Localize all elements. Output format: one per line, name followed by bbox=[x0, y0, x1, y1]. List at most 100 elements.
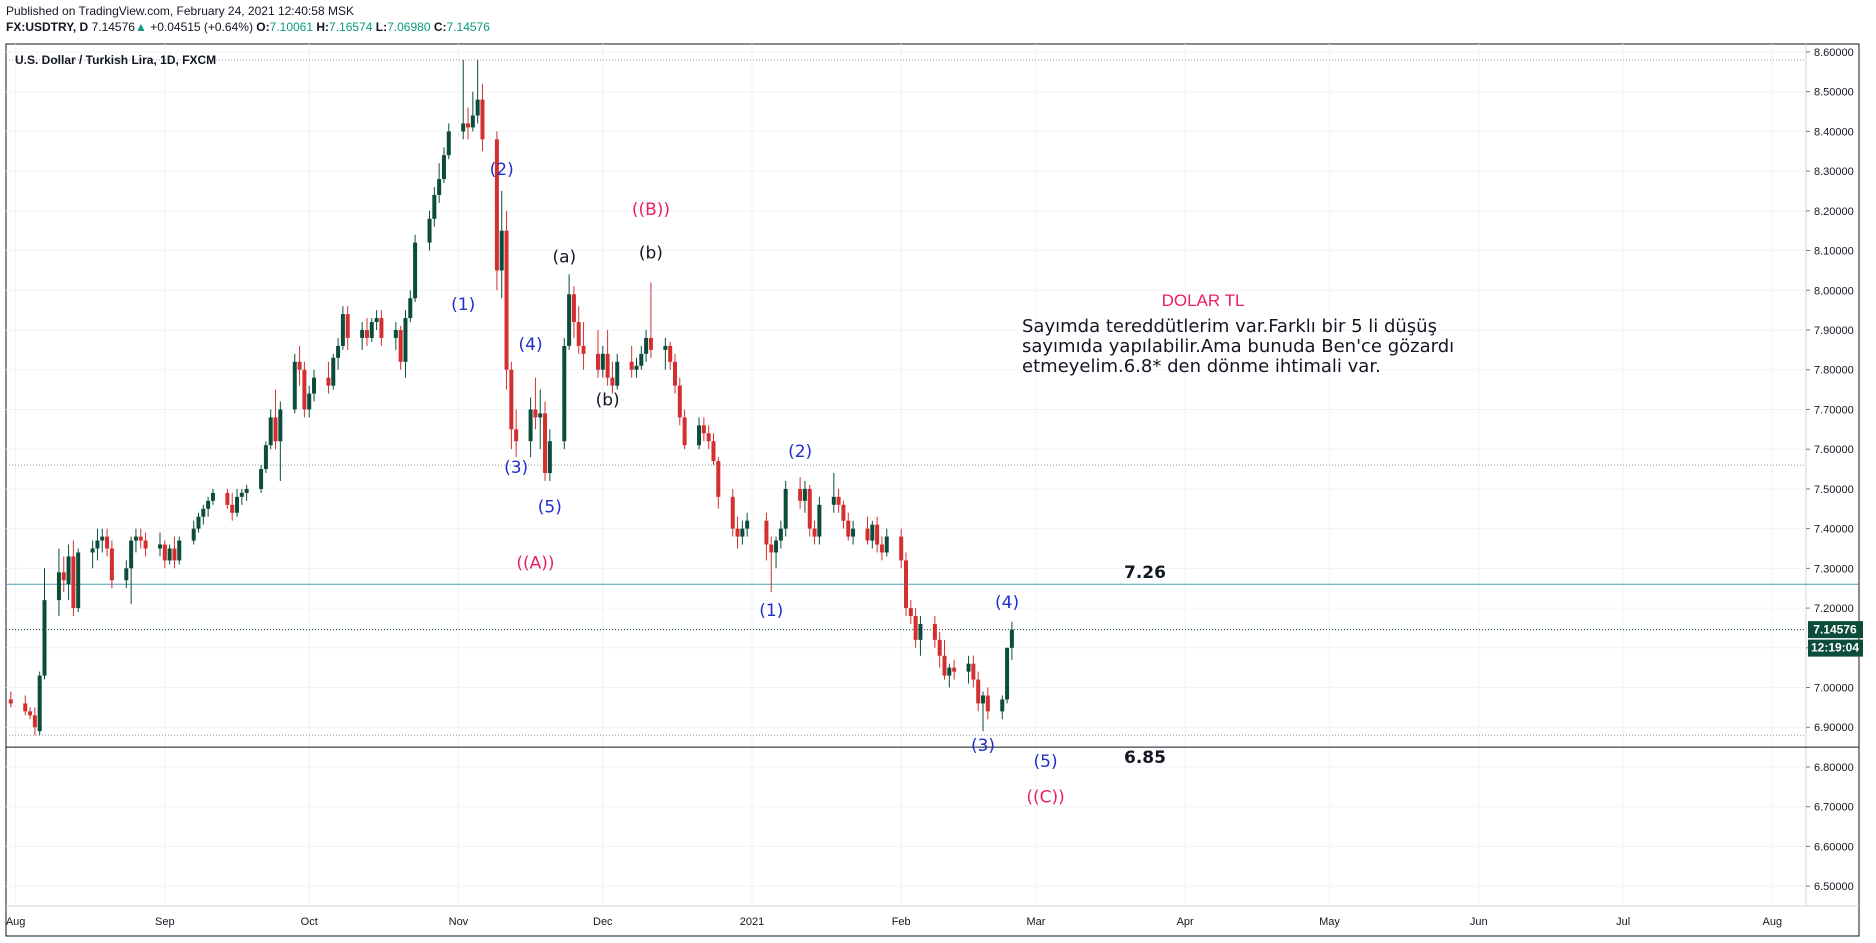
candle-body bbox=[769, 544, 774, 553]
low-label: L: bbox=[375, 20, 388, 34]
candle-body bbox=[846, 520, 851, 537]
symbol-label: FX:USDTRY, D bbox=[6, 20, 89, 34]
candle-body bbox=[244, 488, 249, 493]
price-tick-label: 7.60000 bbox=[1814, 444, 1854, 456]
wave-label: ((C)) bbox=[1026, 788, 1064, 808]
candle-body bbox=[345, 314, 350, 338]
candle-body bbox=[340, 314, 345, 346]
candle-body bbox=[571, 294, 576, 323]
candle-body bbox=[61, 572, 66, 581]
candle-body bbox=[947, 667, 952, 676]
note-title: DOLAR TL bbox=[1162, 291, 1245, 310]
candle-body bbox=[398, 330, 403, 362]
candle-body bbox=[66, 556, 71, 585]
candle-body bbox=[778, 528, 783, 541]
candle-body bbox=[225, 492, 230, 505]
price-tick-label: 7.40000 bbox=[1814, 524, 1854, 536]
candle-body bbox=[37, 675, 42, 732]
candle-body bbox=[470, 115, 475, 128]
candle-body bbox=[716, 461, 721, 497]
candle-body bbox=[393, 330, 398, 338]
candle-body bbox=[336, 345, 341, 358]
published-caption: Published on TradingView.com, February 2… bbox=[6, 4, 354, 18]
candle-body bbox=[913, 616, 918, 640]
price-axis[interactable]: 6.50000 6.60000 6.70000 6.80000 6.90000 7.000… bbox=[1806, 47, 1854, 893]
time-tick-label: Aug bbox=[1763, 916, 1783, 928]
wave-label: (3) bbox=[504, 458, 528, 478]
candle-body bbox=[76, 552, 81, 609]
candle-body bbox=[595, 353, 600, 370]
candle-body bbox=[562, 345, 567, 442]
time-tick-label: Apr bbox=[1177, 916, 1194, 928]
candle-body bbox=[879, 544, 884, 553]
candle-body bbox=[981, 695, 986, 704]
wave-label: ((B)) bbox=[632, 200, 670, 220]
wave-label: (a) bbox=[552, 247, 576, 267]
time-tick-label: Dec bbox=[593, 916, 613, 928]
time-axis[interactable]: Aug Sep Oct Nov Dec 2021 Feb Mar Apr May Jun Jul Aug bbox=[6, 916, 1782, 928]
candle-body bbox=[581, 345, 586, 354]
candle-body bbox=[745, 520, 750, 529]
candle-body bbox=[307, 393, 312, 410]
last-price-badge-text: 7.14576 bbox=[1813, 623, 1857, 637]
candle-body bbox=[466, 123, 471, 128]
candle-body bbox=[263, 445, 268, 470]
candle-body bbox=[547, 441, 552, 474]
candle-body bbox=[109, 548, 114, 581]
countdown-badge-text: 12:19:04 bbox=[1811, 641, 1859, 655]
close-label: C: bbox=[433, 20, 447, 34]
price-tick-label: 8.50000 bbox=[1814, 87, 1854, 99]
candle-body bbox=[971, 663, 976, 680]
candle-body bbox=[461, 123, 466, 132]
price-tick-label: 7.90000 bbox=[1814, 325, 1854, 337]
candle-body bbox=[8, 699, 13, 704]
candle-body bbox=[639, 353, 644, 366]
candle-body bbox=[908, 608, 913, 617]
candle-body bbox=[802, 488, 807, 501]
candle-body bbox=[379, 318, 384, 338]
candle-body bbox=[56, 572, 61, 601]
candle-body bbox=[259, 469, 264, 489]
open-value: 7.10061 bbox=[269, 20, 314, 34]
candle-body bbox=[297, 361, 302, 370]
level-label: 6.85 bbox=[1124, 748, 1166, 768]
candle-body bbox=[278, 409, 283, 442]
candle-body bbox=[499, 230, 504, 271]
price-change: +0.04515 (+0.64%) bbox=[150, 20, 253, 34]
price-tick-label: 6.60000 bbox=[1814, 841, 1854, 853]
candle-body bbox=[42, 600, 47, 676]
candle-body bbox=[812, 528, 817, 537]
wave-label: (5) bbox=[1034, 752, 1058, 772]
candle-body bbox=[615, 361, 620, 386]
candle-body bbox=[629, 361, 634, 370]
candle-body bbox=[292, 361, 297, 410]
candle-body bbox=[427, 218, 432, 243]
wave-label: (4) bbox=[995, 593, 1019, 613]
wave-label: ((A)) bbox=[516, 553, 554, 573]
open-label: O: bbox=[256, 20, 270, 34]
price-tick-label: 7.20000 bbox=[1814, 603, 1854, 615]
candle-body bbox=[129, 540, 134, 569]
grid-lines bbox=[6, 44, 1806, 906]
candle-body bbox=[167, 548, 172, 561]
wave-label: (3) bbox=[971, 736, 995, 756]
wave-label: (b) bbox=[596, 390, 620, 410]
price-tick-label: 6.50000 bbox=[1814, 881, 1854, 893]
candle-body bbox=[514, 429, 519, 442]
candle-body bbox=[28, 711, 33, 716]
candle-body bbox=[870, 524, 875, 541]
candle-body bbox=[331, 357, 336, 386]
candle-body bbox=[475, 99, 480, 116]
candle-body bbox=[446, 131, 451, 156]
candle-body bbox=[884, 536, 889, 553]
candle-body bbox=[312, 377, 317, 394]
candle-body bbox=[605, 353, 610, 378]
candle-body bbox=[600, 353, 605, 370]
candle-body bbox=[899, 536, 904, 561]
note-line-1: Sayımda tereddütlerim var.Farklı bir 5 l… bbox=[1022, 316, 1437, 337]
candle-body bbox=[239, 492, 244, 497]
candle-body bbox=[95, 540, 100, 549]
wave-label: (5) bbox=[538, 498, 562, 518]
chart-title: U.S. Dollar / Turkish Lira, 1D, FXCM bbox=[15, 53, 216, 67]
